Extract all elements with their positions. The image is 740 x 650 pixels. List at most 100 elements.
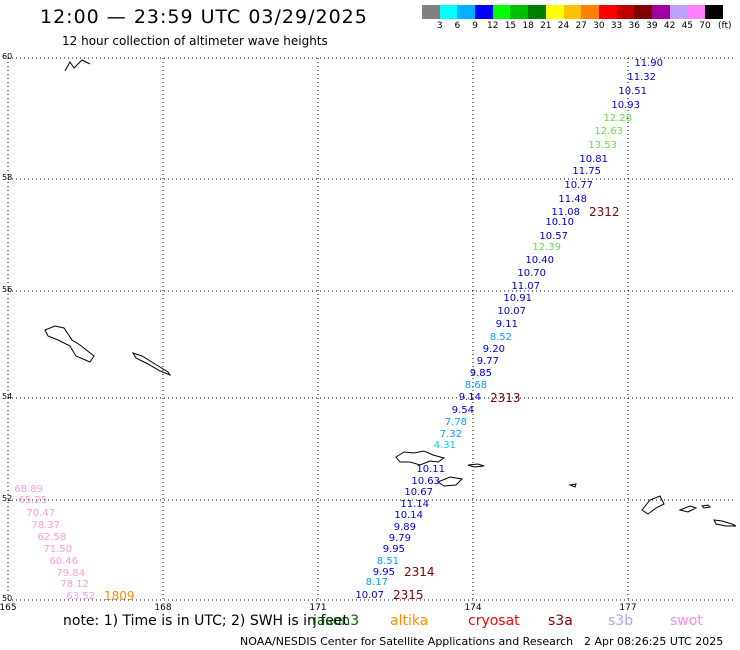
wave-height-value: 8.51 xyxy=(377,556,399,567)
swot-wave-height-value: 71.50 xyxy=(43,544,72,555)
coastlines xyxy=(44,59,737,527)
legend-swatch xyxy=(422,5,440,19)
footer-note: note: 1) Time is in UTC; 2) SWH is in fe… xyxy=(63,613,349,629)
wave-height-value: 9.85 xyxy=(470,368,492,379)
agattu-island xyxy=(436,476,464,487)
wave-height-value: 10.40 xyxy=(525,255,554,266)
page-subtitle: 12 hour collection of altimeter wave hei… xyxy=(62,34,328,48)
wave-height-value: 9.54 xyxy=(452,405,474,416)
satellite-label: altika xyxy=(390,613,429,629)
wave-height-value: 10.63 xyxy=(411,476,440,487)
legend-label: 30 xyxy=(593,21,605,31)
wave-height-value: 10.57 xyxy=(539,231,568,242)
lon-label: 165 xyxy=(0,603,17,613)
kamchatka-coast xyxy=(64,59,91,72)
pass-time-label: 2315 xyxy=(393,588,424,602)
lat-label: 54 xyxy=(2,392,12,401)
wave-height-value: 11.08 xyxy=(551,207,580,218)
amchitka-island xyxy=(713,519,737,527)
wave-height-value: 11.90 xyxy=(634,58,663,69)
legend-swatch xyxy=(563,5,582,19)
satellite-label: s3a xyxy=(548,613,573,629)
legend-swatch xyxy=(705,5,723,19)
wave-height-value: 10.91 xyxy=(503,293,532,304)
wave-height-value: 10.77 xyxy=(564,180,593,191)
wave-height-value: 8.17 xyxy=(366,577,388,588)
wave-height-value: 10.11 xyxy=(416,464,445,475)
pass-time-label: 2313 xyxy=(490,391,521,405)
lat-label: 52 xyxy=(2,494,12,503)
bering-island xyxy=(44,325,95,363)
wave-height-value: 13.53 xyxy=(588,140,617,151)
legend-swatch xyxy=(457,5,476,19)
legend-label: 15 xyxy=(504,21,517,31)
legend-swatch xyxy=(528,5,546,19)
medny-island xyxy=(131,352,172,377)
lat-label: 56 xyxy=(2,285,12,294)
pass-time-label: 2314 xyxy=(404,565,435,579)
wave-height-value: 10.14 xyxy=(394,510,423,521)
legend-swatch xyxy=(510,5,529,19)
legend-label: 24 xyxy=(557,21,570,31)
swot-wave-height-value: 60.46 xyxy=(49,556,78,567)
swot-wave-height-value: 68.89 xyxy=(14,484,43,495)
legend-swatch xyxy=(669,5,688,19)
legend-unit: (ft) xyxy=(718,21,732,31)
wave-height-value: 9.11 xyxy=(496,319,518,330)
swot-wave-height-value: 65.25 xyxy=(18,495,47,506)
legend-swatch xyxy=(651,5,670,19)
satellite-label: s3b xyxy=(608,613,634,629)
wave-height-value: 7.32 xyxy=(440,429,462,440)
swot-wave-height-value: 62.58 xyxy=(37,532,66,543)
wave-height-value: 9.95 xyxy=(383,544,405,555)
legend-label: 21 xyxy=(540,21,552,31)
wave-height-value: 9.95 xyxy=(373,567,395,578)
wave-height-value: 10.10 xyxy=(545,217,574,228)
legend-label: 70 xyxy=(699,21,711,31)
lat-label: 50 xyxy=(2,594,12,603)
lon-label: 177 xyxy=(619,603,636,613)
pass-time-label: 1809 xyxy=(104,589,135,603)
color-legend xyxy=(422,5,723,20)
wave-height-value: 8.68 xyxy=(465,380,487,391)
legend-label: 42 xyxy=(663,21,676,31)
legend-swatch xyxy=(616,5,635,19)
wave-height-value: 9.89 xyxy=(394,522,416,533)
rat-island-2 xyxy=(678,505,698,513)
legend-label: 18 xyxy=(522,21,534,31)
wave-height-value: 12.39 xyxy=(532,242,561,253)
pass-time-label: 2312 xyxy=(589,205,620,219)
wave-height-value: 9.20 xyxy=(483,344,505,355)
legend-label: 36 xyxy=(628,21,640,31)
legend-label: 12 xyxy=(487,21,499,31)
wave-height-value: 9.77 xyxy=(477,356,499,367)
altimeter-tracks: 11.90 11.32 10.51 10.93 12.28 12.63 13.53 10.81… xyxy=(14,58,663,602)
wave-height-value: 11.75 xyxy=(572,166,601,177)
wave-height-value: 9.14 xyxy=(459,392,481,403)
wave-height-value: 11.32 xyxy=(627,72,656,83)
rat-island-1 xyxy=(568,483,577,488)
wave-height-value: 9.79 xyxy=(389,533,411,544)
wave-height-value: 10.67 xyxy=(404,487,433,498)
legend-label: 27 xyxy=(575,21,587,31)
attu-island xyxy=(395,450,446,466)
legend-swatch xyxy=(475,5,493,19)
wave-height-value: 12.63 xyxy=(594,126,623,137)
satellite-label: jason3 xyxy=(313,613,360,629)
legend-label: 33 xyxy=(610,21,623,31)
legend-swatch xyxy=(581,5,599,19)
wave-height-value: 11.48 xyxy=(558,194,587,205)
legend-swatch xyxy=(598,5,617,19)
lat-label: 60 xyxy=(2,52,12,61)
legend-label: 39 xyxy=(646,21,658,31)
legend-swatch xyxy=(687,5,705,19)
legend-label: 6 xyxy=(454,21,461,31)
swot-wave-height-value: 78.37 xyxy=(31,520,60,531)
legend-swatch xyxy=(492,5,511,19)
lat-label: 58 xyxy=(2,173,12,182)
wave-height-value: 10.93 xyxy=(611,100,640,111)
swot-wave-height-value: 78.12 xyxy=(60,579,89,590)
shemya-island xyxy=(467,463,485,468)
